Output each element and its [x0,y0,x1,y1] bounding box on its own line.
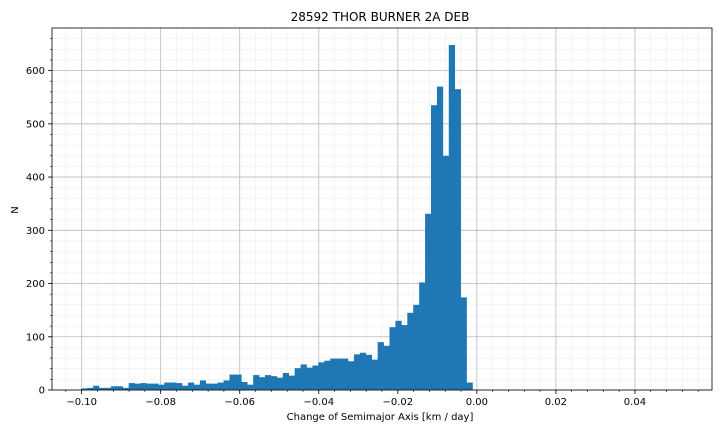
histogram-bar [413,304,420,390]
histogram-bar [193,384,201,390]
histogram-bar [176,383,183,390]
histogram-bar [81,388,88,390]
histogram-bar [348,361,355,390]
y-axis-label: N [10,206,21,213]
histogram-bar [128,383,135,390]
histogram-bar [306,367,313,390]
histogram-bar [205,383,212,390]
histogram-bar [199,380,207,390]
histogram-bar [235,374,242,390]
histogram-bar [460,297,467,390]
x-tick-label: 0.02 [545,397,567,408]
histogram-bar [401,325,408,390]
histogram-bar [312,365,319,390]
histogram-bar [104,387,112,390]
histogram-bar [389,327,396,390]
x-tick-label: −0.06 [224,397,255,408]
histogram-bar [140,383,147,390]
histogram-bar [442,155,450,390]
histogram-bar [454,89,461,391]
histogram-bar [425,213,432,390]
x-tick-label: 0.04 [624,397,646,408]
x-tick-label: −0.04 [303,397,334,408]
histogram-bar [448,45,456,391]
histogram-bar [259,377,266,390]
histogram-bar [110,386,118,390]
histogram-bar [300,364,307,390]
histogram-bar [134,383,141,390]
histogram-bar [276,377,284,390]
histogram-bar [324,360,331,390]
histogram-bar [436,86,444,390]
histogram-bar [330,358,337,390]
histogram-bar [342,358,349,390]
histogram-bar [229,374,236,390]
histogram-bar [336,358,343,390]
histogram-bar [170,382,177,390]
chart-title: 28592 THOR BURNER 2A DEB [291,10,470,24]
histogram-bar [164,382,171,390]
histogram-bar [116,386,124,390]
histogram-bar [419,282,426,390]
grid-lines [52,28,712,391]
histogram-bar [265,375,272,390]
x-tick-label: −0.08 [145,397,176,408]
x-tick-label: 0.00 [466,397,488,408]
histogram-bar [87,387,94,390]
histogram-bar [122,387,129,390]
histogram-bar [282,372,290,390]
histogram-bar [253,375,260,390]
histogram-bar [318,362,325,390]
histogram-bar [353,354,361,390]
histogram-bar [247,384,254,390]
y-axis-ticks: 0 100 200 300 400 500 600 [26,38,52,397]
x-tick-label: −0.02 [382,397,413,408]
y-tick-label: 600 [26,66,45,77]
histogram-bar [377,342,384,390]
x-axis-ticks: −0.10 −0.08 −0.06 −0.04 −0.02 0.00 0.02 0.04 [65,390,699,408]
histogram-bar [407,312,414,390]
histogram-bar [223,380,230,390]
histogram-bar [294,368,301,390]
y-tick-label: 0 [39,386,45,397]
histogram-bar [359,352,367,390]
histogram-bars [81,45,473,391]
y-tick-label: 300 [26,226,45,237]
histogram-bar [99,387,106,390]
histogram-bar [466,382,473,390]
y-tick-label: 100 [26,332,45,343]
y-tick-label: 500 [26,119,45,130]
histogram-bar [431,105,438,391]
histogram-bar [152,383,159,390]
histogram-bar [365,354,373,390]
histogram-bar [241,382,248,390]
histogram-bar [395,320,402,390]
histogram-bar [93,385,100,390]
histogram-bar [217,382,224,390]
histogram-bar [182,385,189,390]
histogram-bar [146,383,153,390]
histogram-bar [371,359,378,390]
histogram-bar [211,383,218,390]
y-tick-label: 200 [26,279,45,290]
histogram-bar [158,384,165,390]
x-tick-label: −0.10 [66,397,97,408]
histogram-bar [383,345,390,390]
x-axis-label: Change of Semimajor Axis [km / day] [287,412,474,423]
histogram-bar [187,382,195,390]
histogram-bar [288,375,295,390]
histogram-bar [270,376,278,390]
y-tick-label: 400 [26,173,45,184]
